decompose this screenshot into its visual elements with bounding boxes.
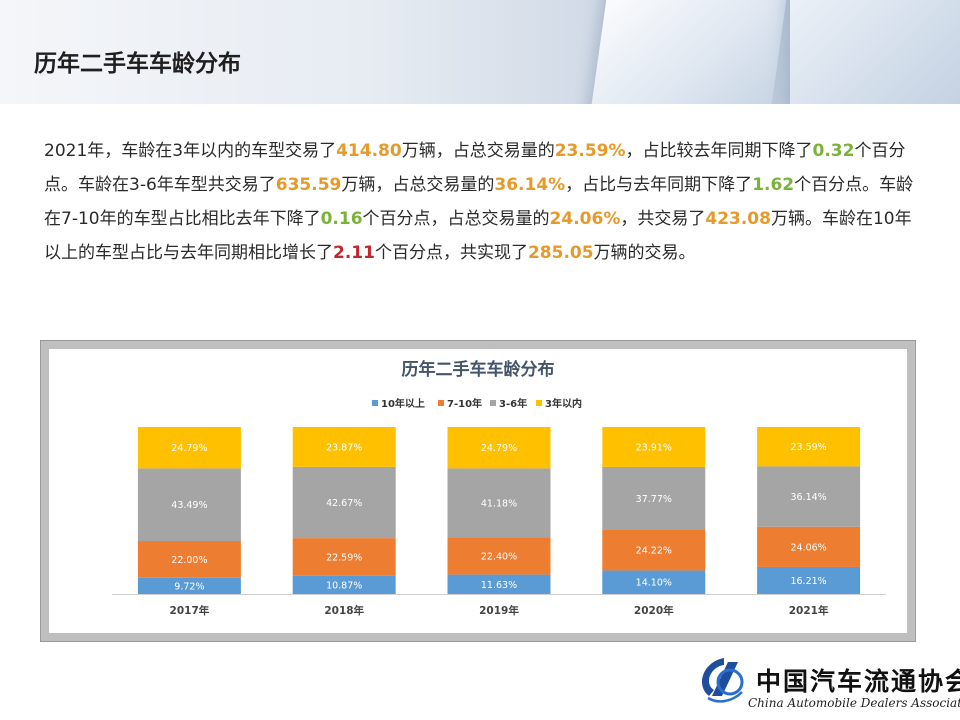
highlight-number: 635.59 xyxy=(275,175,342,195)
legend-swatch xyxy=(372,400,378,406)
logo-cn-text: 中国汽车流通协会 xyxy=(756,667,960,696)
data-label: 41.18% xyxy=(481,498,517,509)
intro-text: 个百分点，共实现了 xyxy=(374,243,528,263)
bar-segment xyxy=(292,575,396,594)
header-banner xyxy=(0,0,960,104)
bar-segment xyxy=(757,466,861,527)
bar-segment xyxy=(447,574,551,594)
bar-segment xyxy=(137,541,241,578)
highlight-number: 0.32 xyxy=(812,141,855,161)
banner-decoration xyxy=(790,0,960,104)
highlight-number: 414.80 xyxy=(336,141,402,161)
page-title: 历年二手车车龄分布 xyxy=(34,51,241,77)
bar-segment xyxy=(137,427,241,469)
bar-segment xyxy=(602,530,706,571)
bar-segment xyxy=(757,526,861,567)
intro-text: 万辆。车龄在10年以上的车型占比与去年同期相比增长了 xyxy=(44,209,912,263)
highlight-number: 423.08 xyxy=(705,209,771,229)
legend-swatch xyxy=(438,400,444,406)
bar-segment xyxy=(292,538,396,576)
x-tick-label: 2019年 xyxy=(479,604,519,617)
bar-segment xyxy=(292,427,396,467)
x-tick-label: 2020年 xyxy=(634,604,674,617)
intro-text: 万辆，占总交易量的 xyxy=(341,175,495,195)
x-tick-label: 2018年 xyxy=(324,604,364,617)
data-label: 42.67% xyxy=(326,498,362,509)
x-tick-label: 2021年 xyxy=(789,604,829,617)
data-label: 23.91% xyxy=(636,442,672,453)
intro-paragraph: 2021年，车龄在3年以内的车型交易了414.80万辆，占总交易量的23.59%… xyxy=(44,134,924,270)
legend-swatch xyxy=(536,400,542,406)
bar-segment xyxy=(137,577,241,594)
intro-text: 个百分点。车龄在7-10年的车型占比相比去年下降了 xyxy=(44,175,914,229)
data-label: 43.49% xyxy=(171,500,207,511)
bar-segment xyxy=(757,566,861,594)
intro-text: 个百分点。车龄在3-6年车型共交易了 xyxy=(44,141,906,195)
chart-area: 历年二手车车龄分布 10年以上 7-10年 3-6年 3年以内 9.72% 22.00% 43… xyxy=(49,349,907,633)
data-label: 22.00% xyxy=(171,555,207,566)
bar-segment xyxy=(447,468,551,538)
legend-label: 10年以上 xyxy=(381,397,425,410)
data-label: 24.22% xyxy=(636,546,672,557)
bar-segment xyxy=(137,468,241,542)
bar-segment xyxy=(447,427,551,469)
highlight-number: 1.62 xyxy=(752,175,795,195)
data-label: 23.87% xyxy=(326,442,362,453)
highlight-number: 285.05 xyxy=(527,243,594,263)
cada-logo: 中国汽车流通协会 China Automobile Dealers Associ… xyxy=(694,654,960,716)
intro-text: ，占比与去年同期下降了 xyxy=(565,175,753,195)
stacked-bar-chart: 历年二手车车龄分布 10年以上 7-10年 3-6年 3年以内 9.72% 22.00% 43… xyxy=(112,359,886,617)
data-label: 24.79% xyxy=(481,443,517,454)
chart-title: 历年二手车车龄分布 xyxy=(402,359,555,380)
banner-decoration xyxy=(589,0,791,104)
data-label: 11.63% xyxy=(481,580,517,591)
legend-label: 3年以内 xyxy=(545,397,582,410)
data-label: 22.59% xyxy=(326,552,362,563)
bar-segment xyxy=(292,466,396,539)
highlight-number: 24.06% xyxy=(549,209,621,229)
intro-text: 2021年，车龄在3年以内的车型交易了 xyxy=(44,141,337,161)
intro-text: ，占比较去年同期下降了 xyxy=(625,141,813,161)
highlight-number: 23.59% xyxy=(554,141,626,161)
legend-label: 3-6年 xyxy=(499,397,527,410)
intro-text: ，共交易了 xyxy=(620,209,706,229)
bar-segment xyxy=(447,537,551,575)
bar-segment xyxy=(602,427,706,467)
chart-frame: 历年二手车车龄分布 10年以上 7-10年 3-6年 3年以内 9.72% 22.00% 43… xyxy=(40,340,916,642)
bar-segment xyxy=(757,427,861,467)
data-label: 10.87% xyxy=(326,580,362,591)
intro-text: 万辆，占总交易量的 xyxy=(401,141,555,161)
data-label: 24.79% xyxy=(171,443,207,454)
data-label: 36.14% xyxy=(790,492,826,503)
legend-label: 7-10年 xyxy=(447,397,482,410)
data-label: 16.21% xyxy=(790,576,826,587)
highlight-number: 2.11 xyxy=(333,243,375,263)
bar-segment xyxy=(602,466,706,531)
highlight-number: 36.14% xyxy=(494,175,566,195)
data-label: 14.10% xyxy=(636,578,672,589)
cada-emblem-icon xyxy=(702,658,744,703)
legend-swatch xyxy=(490,400,496,406)
data-label: 22.40% xyxy=(481,551,517,562)
data-label: 37.77% xyxy=(636,494,672,505)
x-tick-label: 2017年 xyxy=(170,604,210,617)
data-label: 24.06% xyxy=(790,542,826,553)
intro-text: 个百分点，占总交易量的 xyxy=(362,209,550,229)
highlight-number: 0.16 xyxy=(320,209,363,229)
intro-text: 万辆的交易。 xyxy=(593,243,696,263)
bar-segment xyxy=(602,570,706,594)
logo-en-text: China Automobile Dealers Association xyxy=(748,696,960,710)
data-label: 23.59% xyxy=(790,442,826,453)
data-label: 9.72% xyxy=(174,581,204,592)
